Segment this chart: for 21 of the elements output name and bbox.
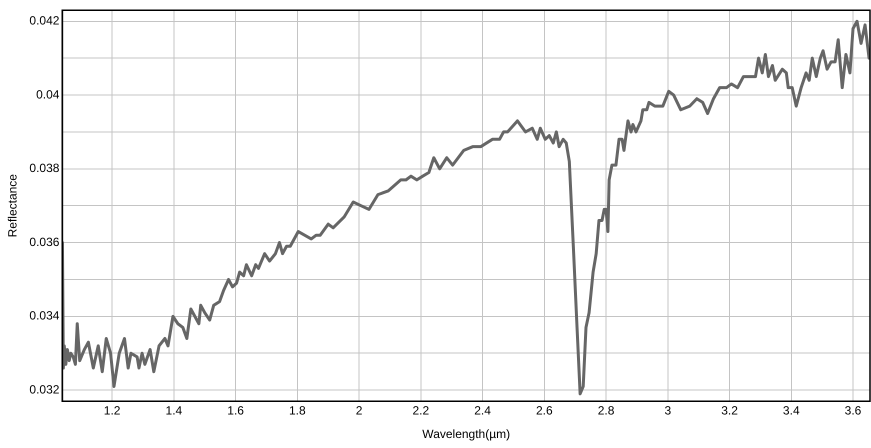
x-tick-label: 3 — [664, 404, 672, 418]
x-tick-label: 2.8 — [598, 404, 615, 418]
x-tick-label: 2.4 — [474, 404, 492, 418]
x-tick-label: 1.2 — [104, 404, 121, 418]
y-tick-label: 0.032 — [29, 382, 60, 396]
x-tick-label: 3.4 — [782, 404, 800, 418]
x-tick-label: 2 — [356, 404, 363, 418]
x-tick-label: 1.4 — [166, 404, 183, 418]
y-tick-label: 0.042 — [29, 14, 60, 28]
y-axis-title: Reflectance — [6, 174, 20, 238]
x-tick-label: 3.6 — [844, 404, 862, 418]
x-tick-label: 1.6 — [227, 404, 244, 418]
y-tick-label: 0.038 — [29, 161, 60, 176]
x-tick-label: 1.8 — [289, 404, 306, 418]
x-axis-title: Wavelength(µm) — [422, 427, 510, 442]
x-tick-label: 2.6 — [536, 404, 553, 418]
x-tick-label: 3.2 — [721, 404, 738, 418]
y-tick-label: 0.04 — [36, 87, 60, 102]
y-tick-label: 0.036 — [29, 234, 60, 249]
x-tick-label: 2.2 — [412, 404, 430, 418]
y-tick-label: 0.034 — [29, 308, 60, 323]
